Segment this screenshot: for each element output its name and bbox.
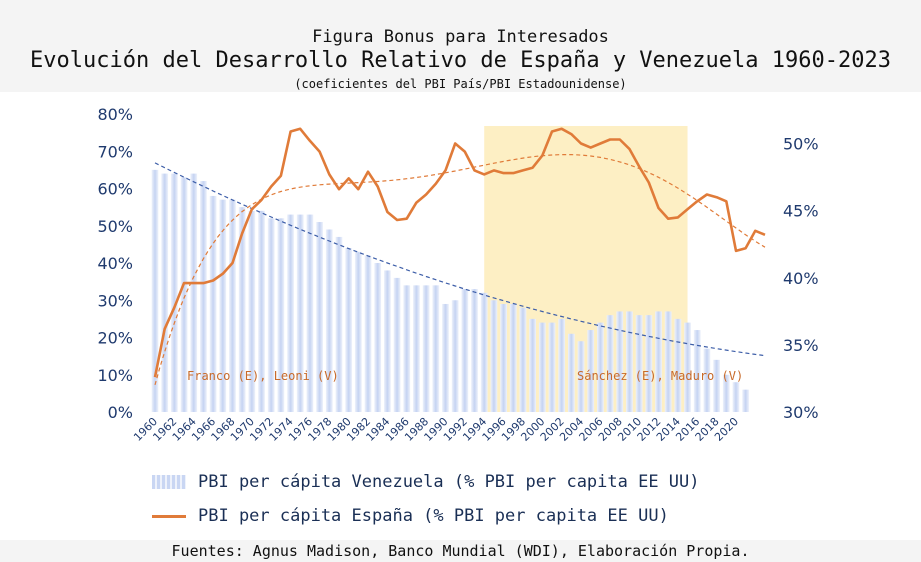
right-tick-label: 30% (783, 403, 819, 422)
left-axis-ticks: 0% 10% 20% 30% 40% 50% 60% 70% 80% (97, 105, 133, 422)
venezuela-bar-2018 (713, 359, 720, 412)
venezuela-bar-1982 (364, 255, 372, 412)
venezuela-bar-1990 (442, 303, 449, 412)
venezuela-bar-1978 (325, 229, 333, 412)
right-tick-label: 50% (783, 135, 819, 154)
venezuela-bar-1960 (151, 169, 159, 412)
venezuela-trend-line (154, 162, 766, 357)
annotation-right: Sánchez (E), Maduro (V) (577, 369, 743, 383)
left-tick-label: 60% (97, 180, 133, 199)
venezuela-bar-2012 (655, 311, 662, 412)
venezuela-bar-1992 (461, 289, 469, 412)
venezuela-bar-1984 (383, 270, 391, 412)
venezuela-bar-1975 (296, 214, 304, 412)
venezuela-bar-2020 (732, 382, 740, 412)
venezuela-bar-1969 (238, 207, 246, 412)
right-tick-label: 45% (783, 202, 819, 221)
venezuela-bar-1979 (335, 236, 343, 412)
venezuela-bar-1974 (287, 214, 294, 412)
venezuela-bar-1994 (480, 292, 488, 412)
legend-item-venezuela: PBI per cápita Venezuela (% PBI per capi… (152, 470, 700, 494)
venezuela-bar-2000 (538, 322, 546, 412)
left-tick-label: 50% (97, 217, 133, 236)
venezuela-bar-1971 (258, 210, 265, 412)
venezuela-bar-2004 (577, 341, 585, 412)
venezuela-bar-2008 (616, 311, 624, 412)
left-tick-label: 30% (97, 291, 133, 310)
venezuela-bar-1988 (422, 285, 430, 412)
venezuela-bar-1993 (471, 289, 478, 412)
venezuela-bar-1976 (306, 214, 314, 412)
venezuela-bar-1985 (393, 277, 401, 412)
venezuela-bar-1987 (413, 285, 420, 412)
venezuela-bar-2005 (587, 330, 595, 412)
venezuela-bar-2021 (742, 389, 750, 412)
venezuela-bar-1967 (219, 199, 227, 412)
venezuela-bar-2013 (664, 311, 672, 412)
venezuela-bars-group (151, 169, 750, 412)
left-tick-label: 80% (97, 105, 133, 124)
left-tick-label: 10% (97, 366, 133, 385)
venezuela-bar-2009 (626, 311, 633, 412)
venezuela-bar-1986 (403, 285, 411, 412)
venezuela-bar-1963 (180, 177, 188, 412)
venezuela-bar-1970 (248, 210, 256, 412)
venezuela-bar-1966 (209, 195, 217, 412)
venezuela-bar-1972 (267, 218, 275, 412)
legend-swatch-venezuela (152, 475, 186, 489)
venezuela-bar-2011 (645, 315, 653, 412)
venezuela-bar-2002 (558, 318, 566, 412)
title-band (0, 0, 921, 92)
chart-title: Evolución del Desarrollo Relativo de Esp… (30, 48, 891, 73)
venezuela-bar-2017 (703, 348, 711, 412)
venezuela-bar-1977 (316, 222, 323, 412)
right-tick-label: 35% (783, 336, 819, 355)
venezuela-bar-1964 (190, 173, 198, 412)
legend-label-espana: PBI per cápita España (% PBI per capita … (198, 506, 669, 526)
chart-supertitle: Figura Bonus para Interesados (312, 27, 609, 47)
left-tick-label: 70% (97, 142, 133, 161)
left-tick-label: 20% (97, 329, 133, 348)
venezuela-bar-2016 (693, 330, 701, 412)
annotation-left: Franco (E), Leoni (V) (187, 369, 339, 383)
venezuela-bar-1991 (451, 300, 459, 412)
venezuela-bar-1968 (229, 199, 236, 412)
venezuela-bar-1980 (345, 248, 353, 412)
venezuela-bar-1996 (500, 303, 507, 412)
highlight-period-band (484, 126, 688, 412)
venezuela-bar-2010 (635, 315, 643, 412)
venezuela-bar-1981 (354, 251, 362, 412)
right-axis-ticks: 30% 35% 40% 45% 50% (783, 135, 819, 422)
venezuela-bar-1962 (170, 173, 178, 412)
left-tick-label: 0% (108, 403, 133, 422)
venezuela-bar-1973 (277, 218, 285, 412)
venezuela-bar-1997 (509, 303, 517, 412)
venezuela-bar-1983 (374, 263, 382, 412)
venezuela-bar-2014 (674, 318, 682, 412)
venezuela-bar-2015 (684, 322, 691, 412)
venezuela-bar-1998 (519, 307, 527, 412)
espana-line (153, 127, 766, 378)
venezuela-bar-2006 (597, 322, 604, 412)
venezuela-bar-2003 (567, 333, 575, 412)
venezuela-bar-1961 (161, 173, 169, 412)
venezuela-bar-2007 (606, 315, 614, 412)
espana-trend-line (154, 154, 766, 386)
legend-label-venezuela: PBI per cápita Venezuela (% PBI per capi… (198, 472, 700, 492)
chart-plot: 0% 10% 20% 30% 40% 50% 60% 70% 80% 30% 35% 40% 45% 5… (97, 105, 819, 444)
venezuela-bar-2001 (548, 322, 556, 412)
venezuela-bar-1995 (490, 300, 498, 412)
source-band (0, 540, 921, 562)
chart-subtitle: (coeficientes del PBI País/PBI Estadouni… (294, 77, 627, 91)
left-tick-label: 40% (97, 254, 133, 273)
legend-swatch-espana (152, 514, 186, 518)
right-tick-label: 40% (783, 269, 819, 288)
venezuela-bar-1989 (432, 285, 440, 412)
source-note: Fuentes: Agnus Madison, Banco Mundial (W… (171, 542, 750, 560)
venezuela-bar-2019 (722, 374, 730, 412)
venezuela-bar-1965 (200, 181, 207, 412)
legend-item-espana: PBI per cápita España (% PBI per capita … (152, 504, 669, 528)
venezuela-bar-1999 (529, 318, 537, 412)
x-axis-ticks: 1960196219641966196819701972197419761978… (131, 415, 741, 444)
